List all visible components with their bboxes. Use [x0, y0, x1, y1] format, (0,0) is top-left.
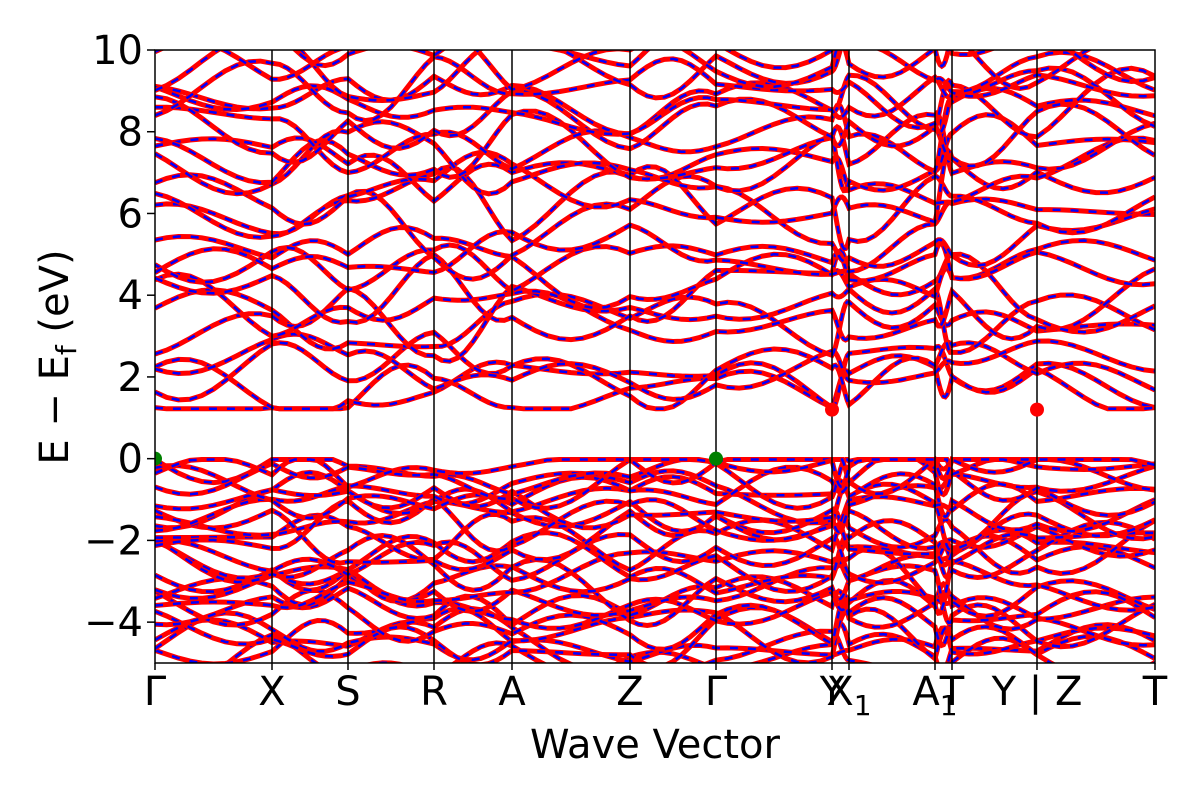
k-point-label-main: X	[826, 669, 853, 715]
k-point-label-main: A	[498, 669, 526, 715]
k-point-label-sub: 1	[854, 689, 872, 722]
k-point-label: Y | Z	[991, 669, 1083, 715]
k-point-label-main: T	[1142, 669, 1168, 715]
k-point-label: Y	[819, 669, 845, 715]
k-point-label: A1	[912, 669, 957, 722]
y-axis-ticks: −4 −2 0 2 4 6 8 10	[84, 28, 155, 646]
y-axis-title: E − Ef (eV)	[32, 249, 83, 464]
vbm-marker	[709, 451, 723, 466]
cbm-marker	[1030, 402, 1044, 417]
y-tick-label: 6	[118, 191, 143, 237]
y-tick-label: 2	[118, 355, 143, 401]
k-point-label-main: Y | Z	[991, 669, 1083, 715]
k-point-label: Z	[616, 669, 643, 715]
k-point-label-main: T	[939, 669, 965, 715]
y-tick-label: 10	[92, 28, 143, 74]
k-point-label-main: A	[912, 669, 940, 715]
vbm-marker	[155, 451, 162, 466]
y-tick-label: −4	[84, 600, 143, 646]
k-point-label-sub: 1	[940, 689, 958, 722]
y-tick-label: −2	[84, 518, 143, 564]
k-point-label: T	[1142, 669, 1168, 715]
cbm-marker	[825, 402, 839, 417]
k-point-label: S	[335, 669, 360, 715]
y-axis-title-sub: f	[50, 344, 83, 355]
k-point-label-main: S	[335, 669, 360, 715]
k-point-label: X	[258, 669, 285, 715]
k-point-label-main: R	[420, 669, 448, 715]
k-point-label: R	[420, 669, 448, 715]
k-point-label: Γ	[144, 669, 167, 715]
k-point-label-main: Γ	[144, 669, 167, 715]
plot-frame	[154, 49, 1156, 664]
y-tick-label: 8	[118, 110, 143, 156]
high-symmetry-lines	[271, 50, 1038, 663]
band-edge-markers	[155, 402, 1044, 466]
k-point-label: T	[939, 669, 965, 715]
y-axis-title-unit: (eV)	[32, 249, 78, 345]
x-axis-title: Wave Vector	[530, 722, 781, 768]
y-axis-title-main: E − E	[32, 355, 78, 465]
y-tick-label: 4	[118, 273, 143, 319]
k-point-label-main: X	[258, 669, 285, 715]
k-point-label-main: Z	[616, 669, 643, 715]
y-tick-label: 0	[118, 437, 143, 483]
k-point-label: A	[498, 669, 526, 715]
k-point-label-main: Γ	[705, 669, 728, 715]
k-point-label: Γ	[705, 669, 728, 715]
k-point-label: X1	[826, 669, 871, 722]
k-point-label-main: Y	[819, 669, 845, 715]
